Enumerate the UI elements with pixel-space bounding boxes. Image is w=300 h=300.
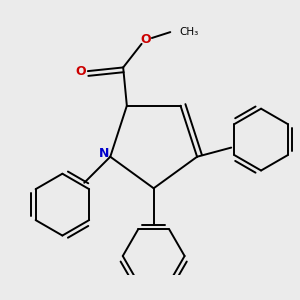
Text: CH₃: CH₃	[180, 27, 199, 37]
Text: O: O	[75, 64, 86, 78]
Text: O: O	[140, 33, 151, 46]
Text: N: N	[99, 147, 110, 160]
